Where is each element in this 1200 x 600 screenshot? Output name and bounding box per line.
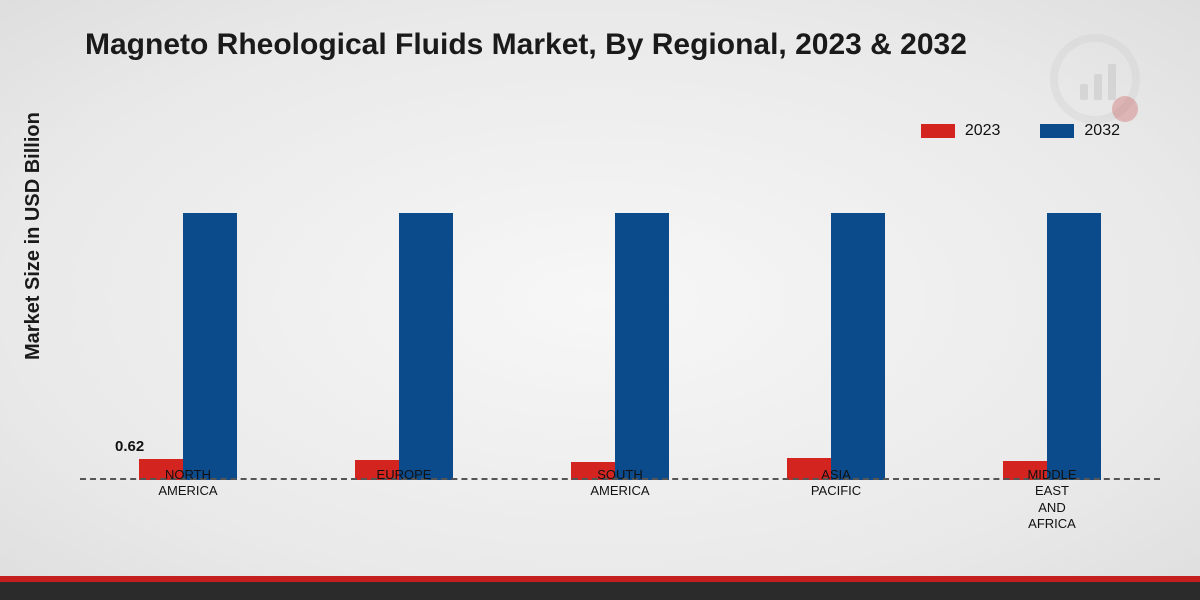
y-axis-label: Market Size in USD Billion (22, 112, 45, 360)
bar-2032 (615, 213, 669, 480)
legend-item-2032: 2032 (1040, 122, 1120, 140)
bar-group (761, 213, 911, 480)
bar-2032 (399, 213, 453, 480)
bar-groups: 0.62 (80, 180, 1160, 480)
footer-bar (0, 582, 1200, 600)
brand-logo (1050, 34, 1140, 124)
bar-2032 (1047, 213, 1101, 480)
x-label: SOUTH AMERICA (545, 467, 695, 532)
legend-swatch-2032 (1040, 124, 1074, 138)
x-axis-labels: NORTH AMERICA EUROPE SOUTH AMERICA ASIA … (80, 467, 1160, 532)
chart-title: Magneto Rheological Fluids Market, By Re… (85, 28, 967, 62)
bar-group: 0.62 (113, 213, 263, 480)
x-label: EUROPE (329, 467, 479, 532)
bar-group (977, 213, 1127, 480)
bar-group (545, 213, 695, 480)
x-label: MIDDLE EAST AND AFRICA (977, 467, 1127, 532)
bar-2032 (183, 213, 237, 480)
bar-2032 (831, 213, 885, 480)
logo-bars-icon (1080, 64, 1116, 100)
legend: 2023 2032 (921, 122, 1120, 140)
x-label: ASIA PACIFIC (761, 467, 911, 532)
legend-swatch-2023 (921, 124, 955, 138)
bar-group (329, 213, 479, 480)
chart-page: Magneto Rheological Fluids Market, By Re… (0, 0, 1200, 600)
value-label: 0.62 (115, 438, 144, 455)
x-label: NORTH AMERICA (113, 467, 263, 532)
legend-label-2023: 2023 (965, 122, 1001, 140)
legend-label-2032: 2032 (1084, 122, 1120, 140)
plot-area: 0.62 (80, 162, 1160, 540)
legend-item-2023: 2023 (921, 122, 1001, 140)
